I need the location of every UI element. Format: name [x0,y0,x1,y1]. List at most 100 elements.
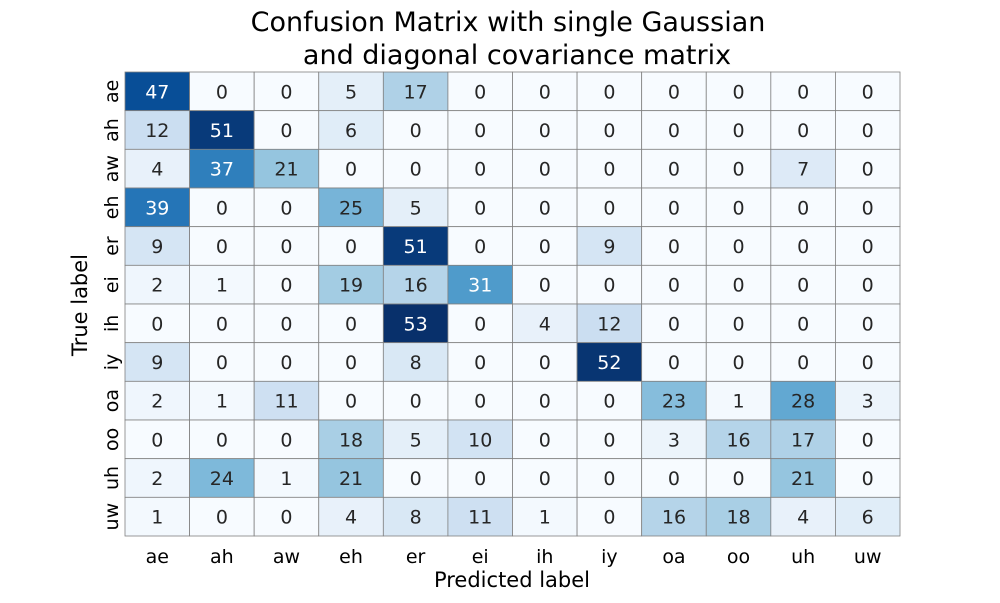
heatmap-cell-oa-ah [189,380,255,421]
heatmap-cell-uh-ih [512,458,578,498]
cell-value-ei-oo: 0 [732,275,744,297]
cell-value-eh-ih: 0 [539,197,551,219]
cell-value-ei-aw: 0 [280,275,292,297]
heatmap-cell-uw-aw [253,496,320,537]
heatmap-cell-oo-oo [705,419,772,460]
heatmap-cell-uw-oo [705,496,772,537]
cell-value-ae-iy: 0 [603,81,615,103]
heatmap-cell-ih-ah [189,303,255,344]
x-tick-label-oo: oo [727,546,750,568]
x-tick-label-ae: ae [146,546,169,568]
cell-value-uh-oo: 0 [732,468,744,490]
heatmap-cell-uh-uh [770,458,836,498]
heatmap-cell-oo-ah [189,419,255,460]
heatmap-cell-oa-ei [447,380,513,421]
x-tick-label-ih: ih [536,546,553,568]
cell-value-oo-aw: 0 [280,429,292,451]
cell-value-oo-ih: 0 [539,429,551,451]
heatmap-cell-eh-ih [512,187,578,228]
cell-value-ei-uw: 0 [862,275,874,297]
heatmap-cell-oa-eh [318,380,384,421]
cell-value-er-ah: 0 [216,236,228,258]
y-tick-label-oa: oa [101,389,123,412]
cell-value-uh-uw: 0 [862,468,874,490]
y-tick-label-oo: oo [101,428,123,451]
heatmap-cell-iy-uh [770,342,836,382]
cell-value-ih-uh: 0 [797,313,809,335]
heatmap-cell-ei-oo [705,264,772,305]
cell-value-aw-eh: 0 [345,159,357,181]
heatmap-cell-ah-iy [576,110,643,150]
cell-value-oo-uw: 0 [862,429,874,451]
x-tick-label-uw: uw [854,546,882,568]
cell-value-aw-ae: 4 [151,159,163,181]
cell-value-ei-ah: 1 [216,275,228,297]
heatmap-cell-aw-ih [512,148,578,189]
cell-value-oo-ae: 0 [151,429,163,451]
cell-value-er-oo: 0 [732,236,744,258]
heatmap-cell-aw-ae [124,148,190,189]
cell-value-oa-ae: 2 [151,391,163,413]
x-tick-label-er: er [406,546,426,568]
heatmap-cell-ih-oo [705,303,772,344]
cell-value-uh-uh: 21 [791,468,815,490]
heatmap-cell-aw-aw [253,148,320,189]
cell-value-ae-ae: 47 [145,81,169,103]
cell-value-uh-iy: 0 [603,468,615,490]
heatmap-cell-oa-aw [253,380,320,421]
y-tick-label-iy: iy [101,354,123,371]
cell-value-ae-oa: 0 [668,81,680,103]
cell-value-oa-aw: 11 [274,391,298,413]
heatmap-cell-uh-ae [124,458,190,498]
heatmap-cell-oa-ae [124,380,190,421]
cell-value-er-uw: 0 [862,236,874,258]
cell-value-ae-ih: 0 [539,81,551,103]
heatmap-cell-oa-iy [576,380,643,421]
cell-value-oo-ei: 10 [468,429,492,451]
cell-value-iy-uw: 0 [862,352,874,374]
heatmap-cell-ae-uw [835,71,901,112]
cell-value-ei-oa: 0 [668,275,680,297]
heatmap-cell-ah-oo [705,110,772,150]
cell-value-ei-uh: 0 [797,275,809,297]
cell-value-uw-ei: 11 [468,507,492,529]
y-tick-labels: ae ah aw eh er ei ih iy oa oo uh uw [101,80,123,531]
heatmap-cell-uh-eh [318,458,384,498]
y-tick-label-ae: ae [101,80,123,103]
cell-value-ih-aw: 0 [280,313,292,335]
cell-value-uh-eh: 21 [339,468,363,490]
x-tick-label-uh: uh [791,546,815,568]
cell-value-oa-oo: 1 [732,391,744,413]
cell-value-ih-ih: 4 [539,313,551,335]
heatmap-cell-eh-eh [318,187,384,228]
heatmap-cell-ih-ei [447,303,513,344]
y-tick-label-uw: uw [101,503,123,531]
heatmap-cell-aw-uw [835,148,901,189]
heatmap-cell-eh-uh [770,187,836,228]
heatmap-cell-oo-iy [576,419,643,460]
cell-value-ah-aw: 0 [280,120,292,142]
heatmap-cell-ei-oa [641,264,707,305]
heatmap-cell-er-ih [512,226,578,266]
cell-value-iy-ah: 0 [216,352,228,374]
x-tick-label-eh: eh [339,546,363,568]
heatmap-cell-ah-ah [189,110,255,150]
heatmap-cell-eh-ae [124,187,190,228]
cell-value-ae-eh: 5 [345,81,357,103]
cell-value-oa-ah: 1 [216,391,228,413]
heatmap-cell-ae-ae [124,71,190,112]
heatmap-cell-ae-ah [189,71,255,112]
heatmap-cell-eh-oo [705,187,772,228]
cell-value-uh-ae: 2 [151,468,163,490]
heatmap-cell-uh-iy [576,458,643,498]
heatmap-cell-er-ei [447,226,513,266]
cell-value-eh-aw: 0 [280,197,292,219]
heatmap-cell-eh-ei [447,187,513,228]
cell-value-oa-ei: 0 [474,391,486,413]
heatmap-cell-uw-uh [770,496,836,537]
cell-value-er-uh: 0 [797,236,809,258]
heatmap-cell-oo-eh [318,419,384,460]
heatmap-cell-ih-eh [318,303,384,344]
cell-value-uw-ih: 1 [539,507,551,529]
cell-value-uw-ae: 1 [151,507,163,529]
